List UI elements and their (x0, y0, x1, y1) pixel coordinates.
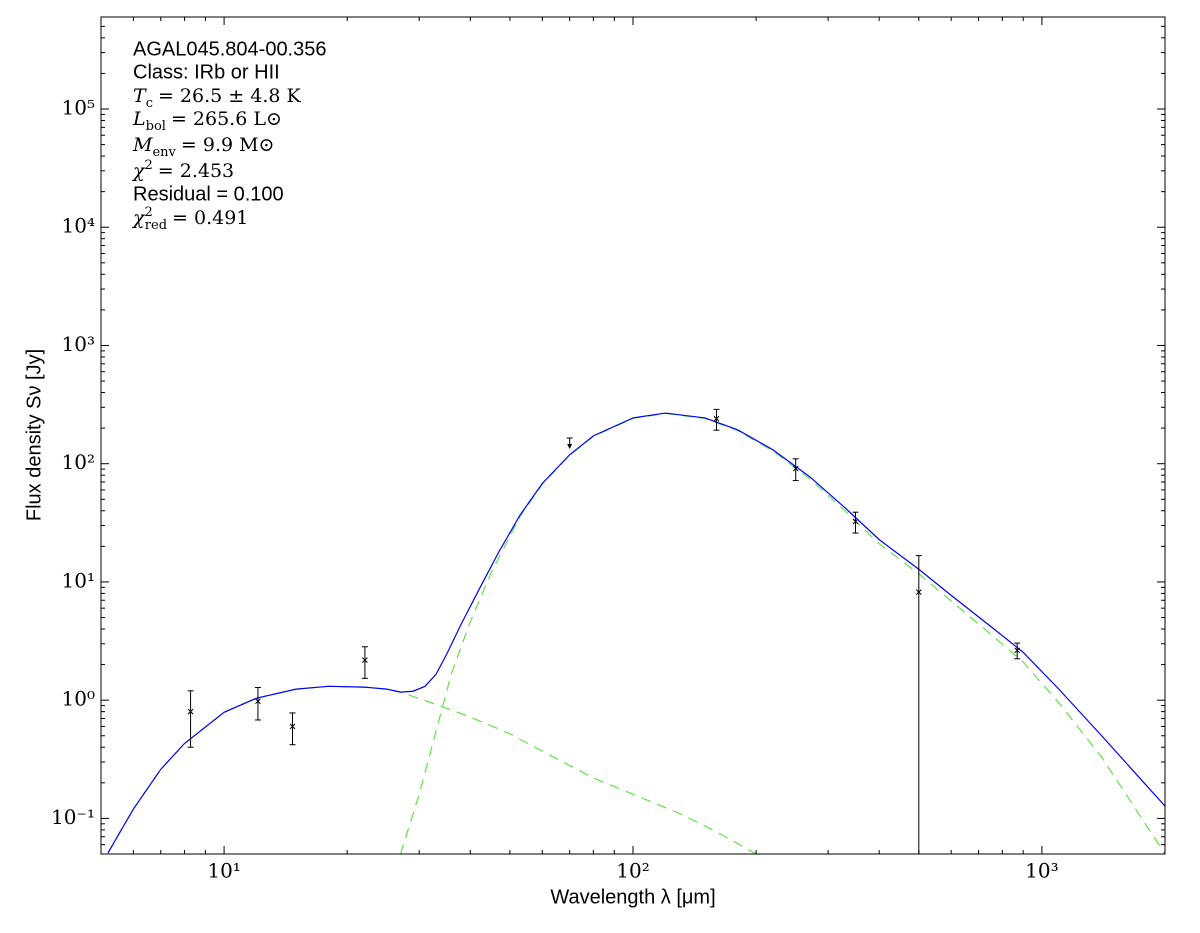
annotation-sup: 2 (145, 205, 153, 220)
annotation-symbol: χ (131, 160, 146, 182)
annotation-symbol: χ (131, 207, 146, 229)
data-point (852, 518, 859, 525)
x-axis-label: Wavelength λ [μm] (550, 886, 715, 908)
annotation: χ2 = 2.453 (131, 158, 234, 183)
annotation-symbol: L (132, 108, 146, 130)
annotation-value: = 2.453 (158, 160, 234, 182)
y-tick-label: 10⁰ (62, 687, 95, 711)
data-point (289, 723, 296, 730)
x-tick-label: 10² (616, 859, 649, 883)
annotation-sub: bol (146, 119, 166, 134)
annotation: Residual = 0.100 (133, 183, 284, 205)
component-curve (399, 412, 1165, 854)
annotation-sub: red (145, 218, 167, 233)
annotation: χ2 red = 0.491 (131, 205, 248, 233)
annotation-value: = 9.9 M⊙ (181, 134, 275, 156)
annotation-value: = 0.491 (172, 207, 248, 229)
y-tick-label: 10³ (62, 332, 95, 356)
data-point (362, 657, 368, 664)
annotation-sup: 2 (145, 158, 153, 173)
data-point (792, 465, 799, 472)
annotation-symbol: T (133, 85, 147, 107)
upper-limit-head (567, 443, 573, 449)
y-axis-label: Flux density Sν [Jy] (23, 349, 45, 521)
annotation-symbol: M (132, 134, 153, 156)
annotation: Class: IRb or HII (133, 61, 280, 83)
x-tick-label: 10¹ (207, 859, 240, 883)
data-point (1014, 647, 1021, 654)
y-tick-label: 10⁵ (62, 96, 95, 120)
annotation: AGAL045.804-00.356 (133, 38, 327, 60)
data-point (713, 415, 720, 422)
annotation: Menv = 9.9 M⊙ (132, 134, 274, 160)
data-point (187, 708, 194, 715)
annotation-value: = 26.5 ± 4.8 K (158, 85, 302, 107)
annotation-value: = 265.6 L⊙ (171, 108, 282, 130)
annotation-sub: env (152, 145, 176, 160)
annotation: Tc = 26.5 ± 4.8 K (133, 85, 301, 111)
data-point (255, 698, 261, 705)
y-tick-label: 10² (62, 450, 95, 474)
y-tick-label: 10⁻¹ (51, 805, 95, 829)
y-tick-label: 10¹ (62, 568, 95, 592)
data-point (915, 589, 922, 595)
annotation-sub: c (146, 96, 153, 111)
plot-area (107, 408, 1165, 854)
annotation: Lbol = 265.6 L⊙ (132, 108, 282, 134)
x-tick-label: 10³ (1025, 859, 1058, 883)
y-tick-label: 10⁴ (62, 214, 95, 238)
